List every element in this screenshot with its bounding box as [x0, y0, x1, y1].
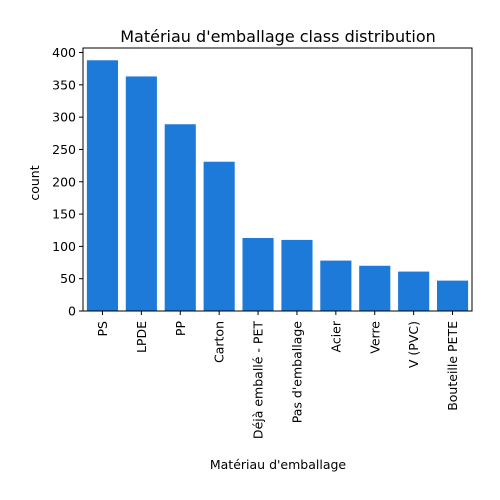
- y-tick-label: 350: [52, 77, 76, 92]
- x-tick-label: Bouteille PETE: [445, 321, 460, 411]
- x-tick-label: Acier: [328, 320, 343, 352]
- y-tick-label: 400: [52, 45, 76, 60]
- y-tick-label: 250: [52, 142, 76, 157]
- y-tick-label: 50: [60, 271, 76, 286]
- bar-8: [398, 271, 430, 311]
- x-tick-label: PP: [173, 321, 188, 337]
- bar-6: [320, 260, 352, 311]
- y-axis: 0 50 100 150 200 250 300 350 400: [52, 45, 83, 319]
- x-tick-label: Verre: [367, 321, 382, 354]
- x-tick-label: LPDE: [134, 321, 149, 353]
- plot-frame: [82, 47, 473, 312]
- y-axis-label: count: [27, 165, 42, 200]
- y-tick-label: 150: [52, 207, 76, 222]
- bar-3: [203, 161, 235, 311]
- bar-0: [86, 60, 119, 311]
- chart-title: Matériau d'emballage class distribution: [120, 27, 436, 46]
- x-tick-label: V (PVC): [406, 321, 421, 368]
- y-tick-label: 100: [52, 239, 76, 254]
- bar-1: [125, 76, 157, 311]
- x-tick-label: PS: [95, 321, 110, 337]
- plot-area: [86, 60, 469, 312]
- bar-4: [242, 237, 274, 311]
- y-tick-label: 200: [52, 174, 76, 189]
- bar-9: [436, 280, 469, 311]
- bar-5: [281, 239, 313, 311]
- x-tick-label: Pas d'emballage: [289, 321, 304, 423]
- y-tick-label: 300: [52, 110, 76, 125]
- bar-7: [359, 265, 391, 311]
- x-axis: PS LPDE PP Carton Déjà emballé - PET Pas d'em…: [95, 311, 460, 439]
- x-tick-label: Déjà emballé - PET: [251, 321, 266, 439]
- y-tick-label: 0: [68, 304, 76, 319]
- x-axis-label: Matériau d'emballage: [210, 457, 347, 472]
- x-tick-label: Carton: [212, 321, 227, 363]
- bar-2: [164, 124, 196, 312]
